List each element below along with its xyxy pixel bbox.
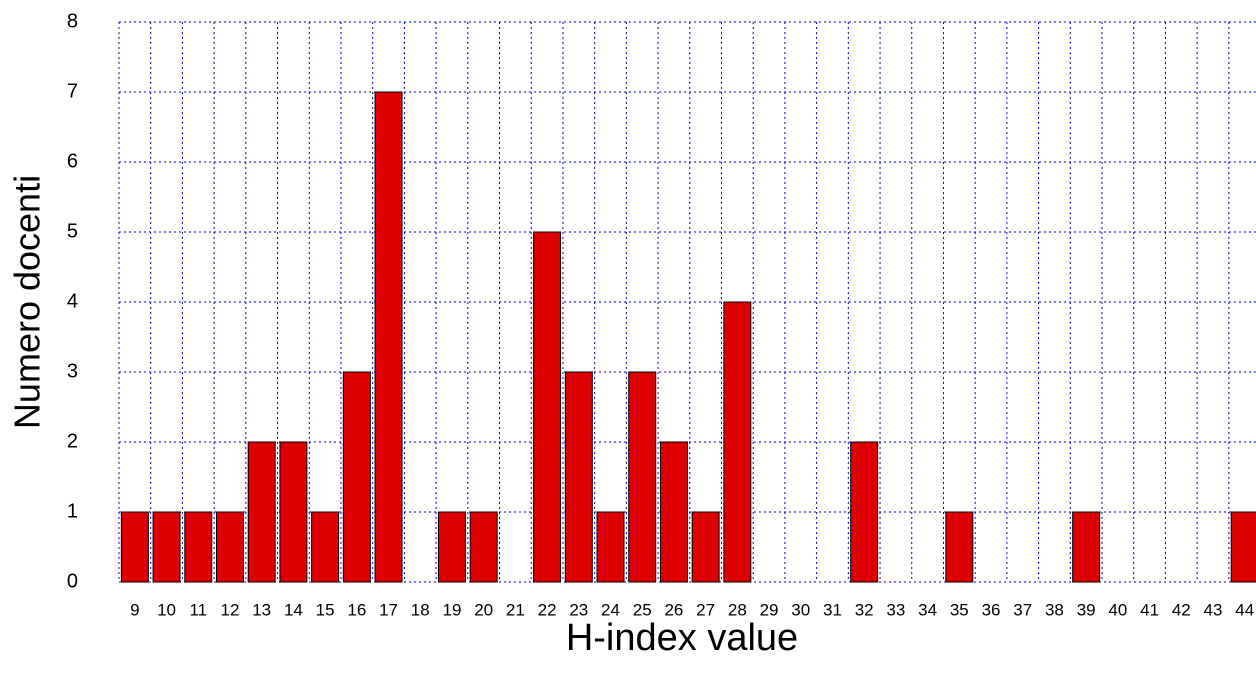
x-tick-label: 33 [886, 600, 905, 619]
x-tick-label: 12 [221, 600, 240, 619]
bar [945, 511, 974, 583]
bar [564, 371, 593, 583]
x-tick-label: 43 [1204, 600, 1223, 619]
x-tick-label: 31 [823, 600, 842, 619]
bar [247, 441, 276, 583]
x-tick-label: 41 [1140, 600, 1159, 619]
bar [628, 371, 657, 583]
y-tick-label: 1 [67, 500, 78, 522]
bar [311, 511, 340, 583]
bar [723, 301, 752, 583]
bar [437, 511, 466, 583]
x-tick-label: 29 [760, 600, 779, 619]
x-tick-label: 30 [791, 600, 810, 619]
bar [279, 441, 308, 583]
x-tick-label: 40 [1108, 600, 1127, 619]
x-tick-label: 32 [855, 600, 874, 619]
bar [691, 511, 720, 583]
x-tick-label: 13 [252, 600, 271, 619]
x-tick-label: 9 [130, 600, 139, 619]
x-tick-label: 10 [157, 600, 176, 619]
bar [120, 511, 149, 583]
x-tick-label: 23 [569, 600, 588, 619]
x-tick-label: 14 [284, 600, 303, 619]
bar [596, 511, 625, 583]
y-tick-label: 7 [67, 80, 78, 102]
x-tick-label: 42 [1172, 600, 1191, 619]
x-tick-label: 18 [411, 600, 430, 619]
y-tick-label: 6 [67, 150, 78, 172]
x-tick-label: 16 [347, 600, 366, 619]
bar [215, 511, 244, 583]
bar [850, 441, 879, 583]
x-tick-label: 17 [379, 600, 398, 619]
bar [152, 511, 181, 583]
x-tick-label: 20 [474, 600, 493, 619]
bar [533, 231, 562, 583]
bar [1072, 511, 1101, 583]
x-tick-label: 21 [506, 600, 525, 619]
x-tick-label: 44 [1235, 600, 1254, 619]
bar [374, 91, 403, 583]
y-tick-label: 0 [67, 570, 78, 592]
x-tick-label: 15 [316, 600, 335, 619]
x-tick-label: 22 [538, 600, 557, 619]
bar [184, 511, 213, 583]
bar [342, 371, 371, 583]
x-axis-title: H-index value [566, 617, 798, 659]
y-tick-label: 4 [67, 290, 78, 312]
x-tick-label: 19 [442, 600, 461, 619]
bar [659, 441, 688, 583]
x-tick-label: 35 [950, 600, 969, 619]
bar [1230, 511, 1256, 583]
x-tick-label: 39 [1077, 600, 1096, 619]
x-tick-label: 28 [728, 600, 747, 619]
x-tick-label: 25 [633, 600, 652, 619]
x-tick-label: 11 [189, 600, 207, 619]
y-tick-label: 8 [67, 10, 78, 32]
bar [469, 511, 498, 583]
x-tick-label: 27 [696, 600, 715, 619]
y-tick-label: 5 [67, 220, 78, 242]
y-tick-label: 2 [67, 430, 78, 452]
x-tick-label: 24 [601, 600, 620, 619]
y-axis-title: Numero docenti [7, 175, 48, 429]
x-tick-label: 26 [664, 600, 683, 619]
x-tick-label: 37 [1013, 600, 1032, 619]
y-tick-label: 3 [67, 360, 78, 382]
x-tick-label: 36 [982, 600, 1001, 619]
x-tick-label: 38 [1045, 600, 1064, 619]
x-tick-label: 34 [918, 600, 937, 619]
